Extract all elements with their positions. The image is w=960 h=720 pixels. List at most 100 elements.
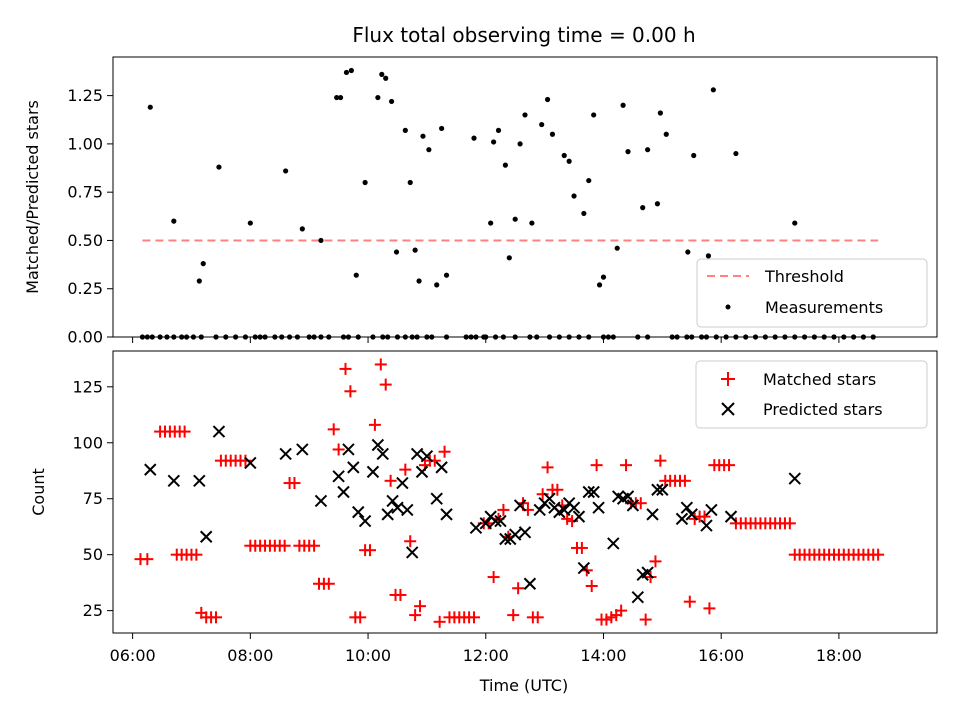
legend-matched-label: Matched stars bbox=[763, 370, 876, 389]
legend-measurements-swatch bbox=[725, 304, 731, 310]
predicted-point-30 bbox=[469, 521, 483, 535]
top-y-ticks: 0.00 0.25 0.50 0.75 1.00 1.25 bbox=[67, 86, 113, 347]
predicted-point-48 bbox=[567, 501, 581, 514]
predicted-point-53 bbox=[592, 501, 605, 514]
matched-point-114 bbox=[698, 510, 711, 523]
predicted-point-52 bbox=[587, 485, 600, 499]
measurement-point-110 bbox=[471, 135, 477, 141]
matched-point-48 bbox=[368, 418, 381, 431]
matched-point-43 bbox=[344, 385, 357, 398]
predicted-point-11 bbox=[342, 443, 355, 456]
predicted-point-38 bbox=[513, 499, 527, 512]
predicted-point-4 bbox=[212, 425, 226, 438]
predicted-point-22 bbox=[401, 503, 414, 517]
measurement-point-109 bbox=[443, 272, 450, 278]
predicted-point-9 bbox=[332, 470, 345, 483]
matched-point-7 bbox=[178, 425, 191, 438]
top-y-tick-label-5: 1.25 bbox=[67, 86, 103, 105]
predicted-point-27 bbox=[430, 492, 443, 505]
measurement-point-137 bbox=[657, 110, 663, 116]
matched-point-115 bbox=[703, 602, 716, 615]
measurement-point-128 bbox=[591, 112, 597, 118]
x-tick-label-3: 12:00 bbox=[463, 646, 509, 665]
predicted-point-21 bbox=[396, 476, 409, 490]
bottom-plot-frame bbox=[112, 350, 938, 634]
measurement-point-135 bbox=[645, 147, 651, 153]
predicted-point-8 bbox=[314, 494, 328, 508]
predicted-point-61 bbox=[641, 566, 654, 579]
measurement-point-98 bbox=[383, 75, 389, 81]
matched-point-101 bbox=[634, 497, 647, 510]
measurement-point-132 bbox=[620, 102, 626, 108]
matched-point-45 bbox=[354, 611, 367, 624]
measurement-point-101 bbox=[402, 127, 408, 133]
measurement-point-120 bbox=[539, 121, 545, 128]
measurement-point-81 bbox=[147, 104, 153, 110]
top-y-axis-label: Matched/Predicted stars bbox=[23, 100, 42, 294]
predicted-point-40 bbox=[523, 577, 537, 590]
x-tick-label-0: 06:00 bbox=[110, 646, 156, 665]
predicted-point-2 bbox=[193, 474, 206, 488]
measurement-point-142 bbox=[710, 87, 716, 93]
top-y-tick-label-0: 0.00 bbox=[67, 328, 103, 347]
matched-point-55 bbox=[404, 535, 417, 548]
measurement-point-90 bbox=[334, 94, 340, 101]
measurement-point-104 bbox=[416, 278, 422, 284]
predicted-point-12 bbox=[347, 461, 360, 474]
predicted-point-66 bbox=[680, 501, 694, 514]
measurement-point-119 bbox=[529, 220, 535, 226]
measurement-point-92 bbox=[343, 69, 350, 76]
measurement-point-115 bbox=[506, 255, 512, 261]
measurement-point-141 bbox=[705, 253, 712, 259]
matched-point-105 bbox=[654, 454, 667, 467]
predicted-point-69 bbox=[705, 503, 718, 517]
measurement-point-113 bbox=[495, 127, 502, 133]
matched-point-119 bbox=[723, 459, 736, 472]
top-y-tick-label-3: 0.75 bbox=[67, 183, 103, 202]
bottom-panel: 25 50 75 100 125 06:00 08:00 10:00 12:00 14:00 16… bbox=[29, 350, 938, 695]
matched-point-76 bbox=[512, 582, 525, 595]
measurement-point-124 bbox=[566, 158, 572, 164]
predicted-point-16 bbox=[371, 438, 385, 452]
measurement-point-112 bbox=[491, 139, 497, 145]
predicted-point-6 bbox=[279, 447, 292, 461]
measurement-point-108 bbox=[439, 125, 445, 132]
bottom-x-ticks: 06:00 08:00 10:00 12:00 14:00 16:00 18:00 bbox=[110, 633, 862, 665]
predicted-point-71 bbox=[788, 472, 801, 485]
predicted-point-43 bbox=[543, 492, 556, 505]
measurement-point-111 bbox=[488, 220, 494, 226]
matched-point-89 bbox=[575, 541, 588, 554]
predicted-point-20 bbox=[391, 501, 404, 514]
measurement-point-87 bbox=[283, 168, 289, 174]
measurement-point-122 bbox=[549, 131, 556, 137]
measurement-point-88 bbox=[299, 226, 305, 232]
predicted-point-31 bbox=[479, 517, 492, 530]
legend-measurements-label: Measurements bbox=[765, 298, 883, 317]
matched-point-104 bbox=[649, 555, 662, 568]
measurement-point-118 bbox=[522, 112, 528, 118]
measurement-point-130 bbox=[600, 274, 607, 280]
matched-point-40 bbox=[327, 423, 340, 436]
matched-point-84 bbox=[551, 483, 564, 496]
measurement-point-116 bbox=[512, 216, 518, 222]
measurement-point-107 bbox=[434, 282, 440, 288]
predicted-point-70 bbox=[724, 510, 738, 523]
predicted-point-41 bbox=[533, 503, 546, 517]
measurement-point-127 bbox=[586, 177, 592, 184]
measurement-point-136 bbox=[654, 201, 661, 207]
matched-point-97 bbox=[615, 604, 628, 617]
matched-point-32 bbox=[288, 477, 301, 490]
matched-point-87 bbox=[566, 515, 579, 528]
matched-point-12 bbox=[190, 548, 203, 561]
predicted-point-68 bbox=[700, 519, 713, 532]
predicted-point-7 bbox=[296, 443, 309, 456]
matched-point-47 bbox=[364, 544, 377, 557]
predicted-point-33 bbox=[489, 514, 502, 528]
predicted-point-59 bbox=[631, 590, 645, 604]
measurement-point-83 bbox=[196, 278, 202, 284]
measurement-point-95 bbox=[362, 179, 368, 186]
measurement-point-103 bbox=[412, 247, 418, 253]
measurement-point-97 bbox=[379, 71, 385, 77]
measurement-point-140 bbox=[691, 152, 697, 159]
